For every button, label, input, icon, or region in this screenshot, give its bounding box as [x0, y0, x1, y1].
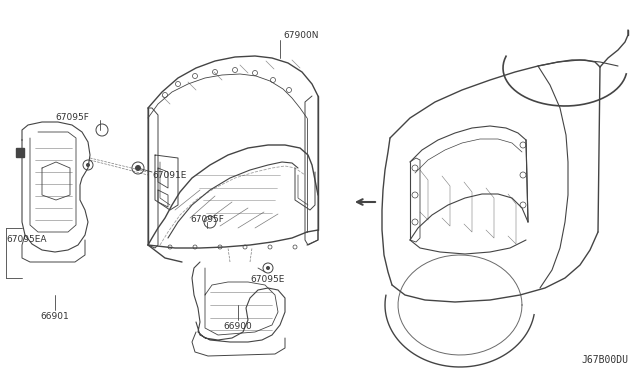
Text: 66900: 66900 — [223, 322, 252, 331]
Text: 66901: 66901 — [40, 312, 69, 321]
Text: 67095F: 67095F — [190, 215, 224, 224]
Circle shape — [135, 165, 141, 171]
Text: 67900N: 67900N — [283, 32, 319, 41]
Text: 67095E: 67095E — [250, 276, 284, 285]
Text: 67095F: 67095F — [55, 113, 89, 122]
Text: J67B00DU: J67B00DU — [581, 355, 628, 365]
Text: 67091E: 67091E — [152, 170, 186, 180]
Text: 67095EA: 67095EA — [6, 235, 47, 244]
Circle shape — [86, 163, 90, 167]
Bar — [16, 148, 24, 157]
Circle shape — [266, 266, 270, 270]
